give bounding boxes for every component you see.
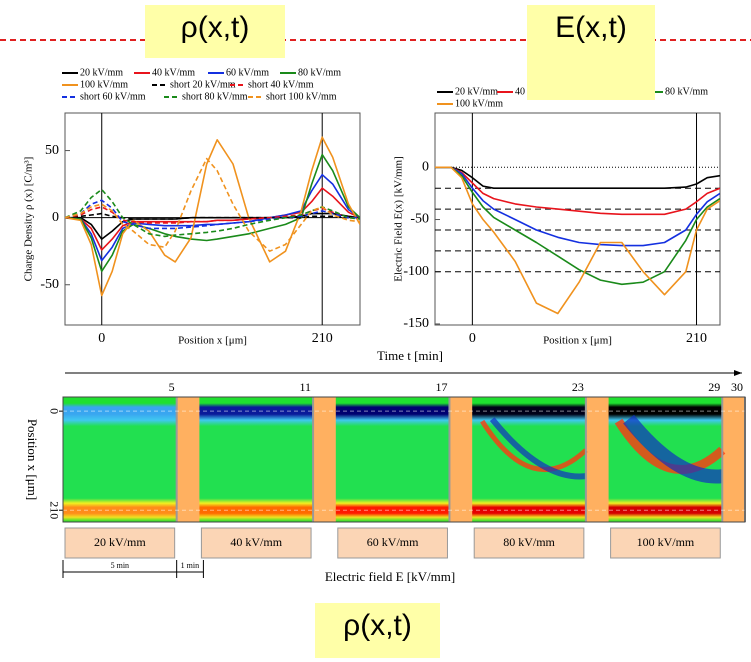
stage-box — [610, 527, 721, 559]
series-line — [65, 136, 360, 297]
stage-label: 20 kV/mm — [94, 535, 146, 549]
x-tick-label: 23 — [572, 380, 584, 394]
legend-label: short 100 kV/mm — [266, 91, 337, 102]
legend-label: 100 kV/mm — [455, 98, 503, 109]
scale-label: 5 min — [111, 561, 129, 570]
x-tick-label: 0 — [469, 331, 476, 346]
legend-label: short 80 kV/mm — [182, 91, 248, 102]
y-tick-label: 0 — [52, 210, 59, 225]
x-tick-label: 11 — [300, 380, 312, 394]
series-line — [65, 212, 360, 220]
callout: ρ(x,t) — [315, 603, 440, 658]
legend-label: short 40 kV/mm — [248, 79, 314, 90]
y-tick-label: 210 — [47, 501, 61, 519]
series-line — [435, 166, 720, 286]
stage-box — [473, 527, 585, 559]
plot-frame — [64, 112, 361, 326]
heatmap-frame — [62, 396, 746, 523]
x-tick-label: 0 — [98, 331, 105, 346]
y-tick-label: 0 — [422, 160, 429, 175]
x-tick-label: 17 — [435, 380, 447, 394]
legend-label: short 20 kV/mm — [170, 79, 236, 90]
x-tick-label: 210 — [312, 331, 333, 346]
stage-box — [200, 527, 312, 559]
arrow-head — [734, 370, 742, 376]
heatmap-stage — [63, 397, 177, 522]
series-line — [435, 166, 720, 247]
series-line — [65, 173, 360, 262]
stage-label: 100 kV/mm — [637, 535, 695, 549]
series-line — [65, 157, 360, 252]
legend-label: 40 kV/mm — [152, 67, 195, 78]
stage-box — [337, 527, 448, 559]
x-tick-label: 5 — [169, 380, 175, 394]
legend-label: short 60 kV/mm — [80, 91, 146, 102]
heatmap — [63, 397, 745, 522]
series-line — [65, 212, 360, 240]
legend-label: 60 kV/mm — [226, 67, 269, 78]
heatmap-stage — [335, 397, 450, 522]
y-tick-label: -100 — [403, 264, 429, 279]
stage-label: 60 kV/mm — [367, 535, 419, 549]
x-tick-label: 29 — [708, 380, 720, 394]
x-axis-label: Position x [μm] — [178, 335, 247, 347]
y-tick-label: 50 — [45, 143, 59, 158]
callout: E(x,t) — [527, 5, 655, 100]
stage-label: 80 kV/mm — [503, 535, 555, 549]
y-tick-label: 0 — [47, 408, 61, 414]
series-line — [435, 166, 720, 315]
legend-label: 80 kV/mm — [665, 86, 708, 97]
series-line — [65, 199, 360, 230]
heatmap-stage — [199, 397, 314, 522]
plot-frame — [434, 112, 721, 326]
scale-label: 1 min — [181, 561, 199, 570]
legend-label: 20 kV/mm — [455, 86, 498, 97]
y-axis-label: Position x [μm] — [25, 419, 40, 500]
series-line — [435, 166, 720, 216]
series-line — [65, 153, 360, 273]
heatmap-feature — [623, 414, 724, 484]
legend-label: 20 kV/mm — [80, 67, 123, 78]
y-tick-label: -50 — [410, 212, 429, 227]
x-tick-label: 210 — [686, 331, 707, 346]
stage-box — [64, 527, 176, 559]
callout: ρ(x,t) — [145, 5, 285, 58]
x-axis-label: Electric field E [kV/mm] — [325, 569, 455, 584]
x-axis-title: Time t [min] — [377, 348, 443, 363]
y-axis-label: Electric Field E(x) [kV/mm] — [393, 156, 405, 282]
x-axis-label: Position x [μm] — [543, 335, 612, 347]
y-tick-label: -50 — [40, 277, 59, 292]
legend-label: 100 kV/mm — [80, 79, 128, 90]
y-axis-label: Charge Density ρ (x) [C/m³] — [23, 157, 35, 282]
stage-label: 40 kV/mm — [230, 535, 282, 549]
series-line — [435, 166, 720, 189]
y-tick-label: -150 — [403, 316, 429, 331]
legend-label: 80 kV/mm — [298, 67, 341, 78]
heatmap-feature — [480, 419, 588, 473]
heatmap-feature — [489, 417, 587, 480]
x-tick-label: 30 — [731, 380, 743, 394]
